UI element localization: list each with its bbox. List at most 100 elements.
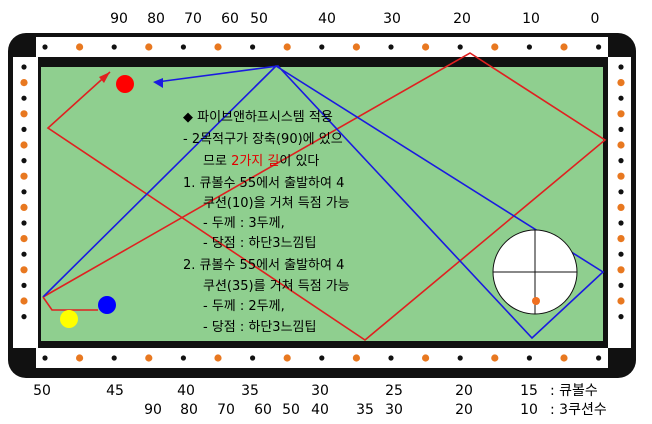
left-rail <box>13 57 38 348</box>
cushion-scale-label: 50 <box>282 402 300 418</box>
top-scale-label: 30 <box>383 11 401 27</box>
top-scale-label: 40 <box>318 11 336 27</box>
bottom-scale-cue: 50 45 40 35 30 25 20 <box>33 383 473 399</box>
rail-diamond <box>617 266 625 274</box>
notes-text: 이 있다 <box>279 154 319 169</box>
rail-diamond <box>20 297 28 305</box>
cue-scale-label: 30 <box>311 383 329 399</box>
rail-diamond <box>352 354 360 362</box>
rail-diamond <box>560 43 568 51</box>
rail-diamond <box>76 354 84 362</box>
rail-diamond <box>526 355 533 361</box>
cue-scale-label: 45 <box>106 383 124 399</box>
rail-diamond <box>180 355 186 361</box>
cue-scale-label: 50 <box>33 383 51 399</box>
notes-highlight: 2가지 길 <box>231 154 279 169</box>
yellow-cue-ball <box>60 310 78 328</box>
cushion-scale-label: 60 <box>254 402 272 418</box>
rail-diamond <box>596 44 602 50</box>
rail-diamond <box>250 44 256 50</box>
cushion-scale-label: 35 <box>356 402 374 418</box>
notes-title: ◆ 파이브앤하프시스템 적용 <box>183 110 333 125</box>
notes-line: - 두께 : 3두께, <box>203 216 285 231</box>
rail-diamond <box>20 203 28 211</box>
rail-diamond <box>617 235 625 243</box>
rail-diamond <box>214 354 222 362</box>
notes-text: 므로 <box>203 154 231 169</box>
rail-diamond <box>21 158 27 164</box>
rail-diamonds <box>20 43 625 362</box>
rail-diamond <box>388 355 394 361</box>
rail-diamond <box>21 95 27 101</box>
red-path <box>42 52 607 341</box>
red-connector <box>42 296 98 311</box>
rail-diamond <box>596 355 602 361</box>
rail-diamond <box>618 64 624 70</box>
legend-cushion-label: : 3쿠션수 <box>550 402 607 418</box>
notes-line: - 당점 : 하단3느낌팁 <box>203 320 316 335</box>
rail-diamond <box>21 64 27 70</box>
top-scale-label: 80 <box>147 11 165 27</box>
cue-scale-label: 20 <box>455 383 473 399</box>
legend-cue-label: : 큐볼수 <box>550 383 598 399</box>
top-scale-label: 50 <box>250 11 268 27</box>
legend-cushion-value: 10 <box>520 402 538 418</box>
rail-diamond <box>319 355 325 361</box>
notes-line: 1. 큐볼수 55에서 출발하여 4 <box>183 176 344 191</box>
rail-diamond <box>617 297 625 305</box>
rail-diamond <box>283 354 291 362</box>
top-scale: 90 80 70 60 50 40 30 20 10 0 <box>110 11 599 27</box>
rail-diamond <box>618 251 624 257</box>
rail-diamond <box>457 44 463 50</box>
cushion-scale-label: 40 <box>311 402 329 418</box>
rail-diamond <box>21 126 27 132</box>
rail-diamond <box>388 44 394 50</box>
notes-line: - 두께 : 2두께, <box>203 299 285 314</box>
rail-diamond <box>422 43 430 51</box>
rail-diamond <box>111 355 117 361</box>
rail-diamond <box>145 354 153 362</box>
rail-diamond <box>422 354 430 362</box>
rail-diamond <box>319 44 325 50</box>
top-scale-label: 70 <box>184 11 202 27</box>
rail-diamond <box>618 189 624 195</box>
rail-diamond <box>21 282 27 288</box>
rail-diamond <box>491 354 499 362</box>
notes-line: 므로 2가지 길이 있다 <box>203 154 319 169</box>
tip-diagram <box>492 229 578 315</box>
rail-diamond <box>618 126 624 132</box>
rail-diamond <box>457 355 463 361</box>
blue-arrowhead <box>153 78 163 88</box>
tip-point <box>532 297 540 305</box>
rail-diamond <box>42 355 48 361</box>
rail-diamond <box>352 43 360 51</box>
rail-diamond <box>42 44 48 50</box>
red-arrowhead <box>99 72 110 83</box>
notes-line: - 2목적구가 장축(90)에 있으 <box>183 132 343 147</box>
rail-diamond <box>20 110 28 118</box>
cue-scale-label: 40 <box>177 383 195 399</box>
rail-diamond <box>491 43 499 51</box>
rail-diamond <box>250 355 256 361</box>
cushion-scale-label: 80 <box>180 402 198 418</box>
rail-diamond <box>617 79 625 87</box>
notes-line: 2. 큐볼수 55에서 출발하여 4 <box>183 258 344 273</box>
cushion-scale-label: 20 <box>455 402 473 418</box>
cue-scale-label: 35 <box>241 383 259 399</box>
rail-diamond <box>617 172 625 180</box>
rail-diamond <box>20 172 28 180</box>
blue-path <box>42 64 605 340</box>
rail-diamond <box>214 43 222 51</box>
rail-diamond <box>283 43 291 51</box>
rail-diamond <box>618 220 624 226</box>
notes-line: 쿠션(35)를 거쳐 득점 가능 <box>203 279 350 294</box>
top-scale-label: 20 <box>453 11 471 27</box>
red-ball <box>116 75 134 93</box>
top-scale-label: 0 <box>591 11 600 27</box>
rail-diamond <box>76 43 84 51</box>
rail-diamond <box>560 354 568 362</box>
rail-diamond <box>618 95 624 101</box>
rail-diamond <box>21 251 27 257</box>
rail-diamond <box>21 220 27 226</box>
rail-diamond <box>21 189 27 195</box>
